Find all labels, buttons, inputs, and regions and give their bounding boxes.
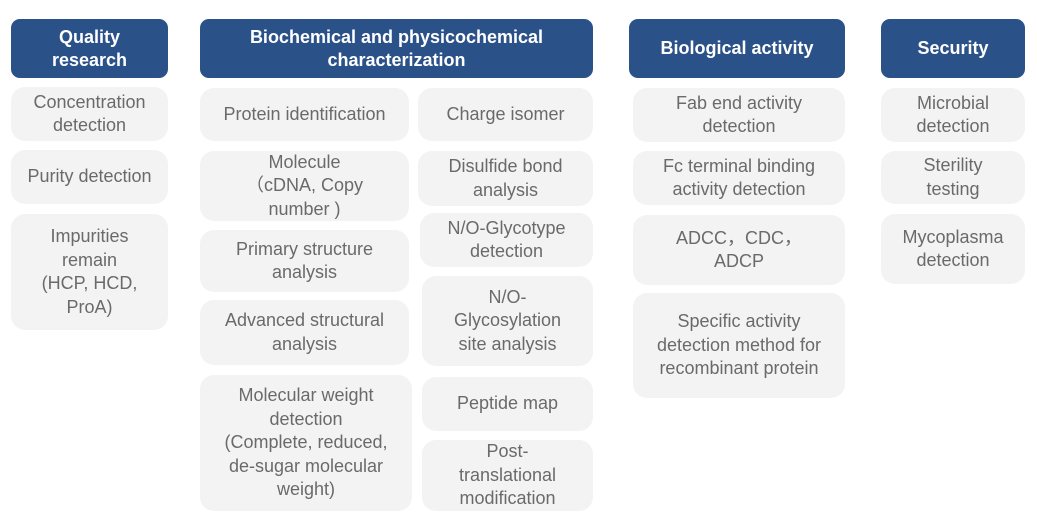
header-quality-research: Quality research xyxy=(11,19,168,78)
item-post-translational: Post- translational modification xyxy=(422,440,593,511)
item-advanced-structural: Advanced structural analysis xyxy=(200,300,409,365)
header-biological-activity: Biological activity xyxy=(629,19,845,78)
item-adcc-cdc-adcp: ADCC，CDC， ADCP xyxy=(633,215,845,285)
item-sterility-testing: Sterility testing xyxy=(881,151,1025,204)
item-protein-identification: Protein identification xyxy=(200,88,409,141)
item-molecule: Molecule （cDNA, Copy number ) xyxy=(200,151,409,221)
item-impurities-remain: Impurities remain (HCP, HCD, ProA) xyxy=(11,214,168,330)
item-glycotype: N/O-Glycotype detection xyxy=(420,213,593,267)
header-security: Security xyxy=(881,19,1025,78)
item-microbial-detection: Microbial detection xyxy=(881,88,1025,142)
item-primary-structure: Primary structure analysis xyxy=(200,230,409,292)
item-molecular-weight: Molecular weight detection (Complete, re… xyxy=(200,375,412,511)
item-specific-activity: Specific activity detection method for r… xyxy=(633,293,845,398)
item-concentration-detection: Concentration detection xyxy=(11,87,168,141)
item-mycoplasma-detection: Mycoplasma detection xyxy=(881,214,1025,284)
item-purity-detection: Purity detection xyxy=(11,150,168,204)
item-fab-end-activity: Fab end activity detection xyxy=(633,88,845,142)
item-charge-isomer: Charge isomer xyxy=(418,88,593,141)
item-peptide-map: Peptide map xyxy=(422,377,593,431)
item-disulfide-bond: Disulfide bond analysis xyxy=(418,151,593,206)
item-glycosylation-site: N/O- Glycosylation site analysis xyxy=(422,276,593,366)
header-biochemical-characterization: Biochemical and physicochemical characte… xyxy=(200,19,593,78)
item-fc-terminal-binding: Fc terminal binding activity detection xyxy=(633,151,845,205)
